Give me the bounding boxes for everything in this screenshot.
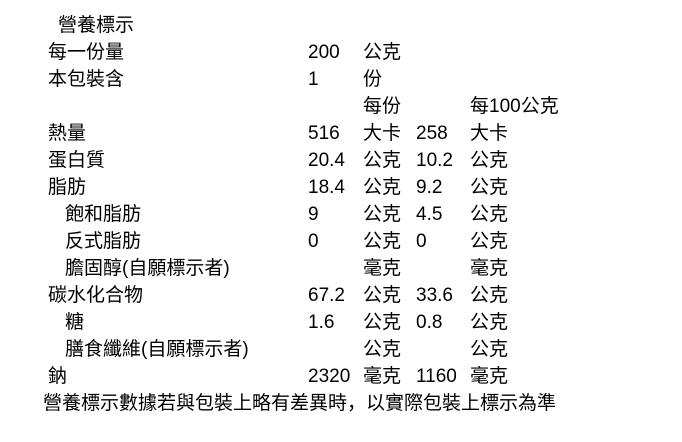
per-serving-unit: 公克 [363,177,402,198]
per-serving-unit: 公克 [363,42,402,63]
per-100g-unit [470,12,678,39]
per-serving-value: 200 [308,42,340,63]
nutrient-label: 本包裝含 [48,69,125,90]
per-100g-value: 10.2 [416,150,453,171]
per-serving-value: 18.4 [308,177,345,198]
per-serving-value: 20.4 [308,150,345,171]
per-100g-value [416,93,470,120]
table-row-trans-fat: 反式脂肪 0 公克 0 公克 [48,228,678,255]
table-row-sodium: 鈉 2320 毫克 1160 毫克 [48,363,678,390]
nutrient-label: 膳食纖維(自願標示者) [65,339,249,360]
per-100g-unit: 公克 [470,339,509,360]
per-serving-value: 9 [308,204,319,225]
per-100g-value: 258 [416,123,448,144]
per-serving-value: 1.6 [308,312,335,333]
disclaimer-note: 營養標示數據若與包裝上略有差異時，以實際包裝上標示為準 [43,393,557,414]
nutrient-label: 蛋白質 [48,150,106,171]
per-serving-value: 0 [308,231,319,252]
per-100g-unit [470,39,678,66]
per-serving-value: 1 [308,69,319,90]
table-row-title: 營養標示 [48,12,678,39]
per-100g-unit: 毫克 [470,258,509,279]
nutrition-table: 營養標示 每一份量 200 公克 本包裝含 1 份 [48,12,678,390]
per-100g-value: 0 [416,231,427,252]
per-100g-unit: 公克 [470,285,509,306]
per-100g-unit: 公克 [470,312,509,333]
per-100g-value: 9.2 [416,177,443,198]
per-serving-unit: 公克 [363,150,402,171]
per-100g-value: 0.8 [416,312,443,333]
table-row-protein: 蛋白質 20.4 公克 10.2 公克 [48,147,678,174]
per-serving-value: 2320 [308,366,351,387]
table-row-serving-size: 每一份量 200 公克 [48,39,678,66]
nutrient-label: 熱量 [48,123,87,144]
nutrient-label: 脂肪 [48,177,87,198]
per-100g-unit: 公克 [470,204,509,225]
per-100g-value [416,255,470,282]
per-100g-unit: 大卡 [470,123,509,144]
table-row-fat: 脂肪 18.4 公克 9.2 公克 [48,174,678,201]
per-100g-value: 1160 [416,366,457,387]
table-row-calories: 熱量 516 大卡 258 大卡 [48,120,678,147]
per-100g-value [416,12,470,39]
per-serving-value [308,255,363,282]
per-serving-unit: 公克 [363,231,402,252]
per-serving-value: 67.2 [308,285,345,306]
nutrient-label: 飽和脂肪 [65,204,142,225]
per-serving-value: 516 [308,123,340,144]
per-serving-unit: 公克 [363,285,402,306]
per-serving-value [308,12,363,39]
table-row-cholesterol: 膽固醇(自願標示者) 毫克 毫克 [48,255,678,282]
table-row-saturated-fat: 飽和脂肪 9 公克 4.5 公克 [48,201,678,228]
per-100g-column-header: 每100公克 [470,96,559,117]
per-100g-value [416,39,470,66]
per-serving-value [308,93,363,120]
per-100g-value [416,336,470,363]
per-serving-column-header: 每份 [363,96,402,117]
per-serving-unit: 公克 [363,204,402,225]
table-row-sugar: 糖 1.6 公克 0.8 公克 [48,309,678,336]
per-100g-unit: 公克 [470,231,509,252]
per-100g-value [416,66,470,93]
table-row-servings-per-package: 本包裝含 1 份 [48,66,678,93]
per-serving-unit: 毫克 [363,366,402,387]
nutrient-label: 反式脂肪 [65,231,142,252]
per-serving-value [308,336,363,363]
per-serving-unit: 大卡 [363,123,402,144]
table-row-column-headers: 每份 每100公克 [48,93,678,120]
per-100g-unit: 公克 [470,150,509,171]
nutrition-table-title: 營養標示 [58,15,135,36]
nutrient-label: 糖 [65,312,85,333]
table-row-dietary-fiber: 膳食纖維(自願標示者) 公克 公克 [48,336,678,363]
per-100g-unit: 毫克 [470,366,509,387]
per-100g-value: 4.5 [416,204,443,225]
nutrient-label: 鈉 [48,366,68,387]
nutrient-label [48,93,308,120]
nutrient-label: 膽固醇(自願標示者) [65,258,230,279]
per-serving-unit [363,12,416,39]
per-serving-unit: 公克 [363,339,402,360]
nutrient-label: 每一份量 [48,42,125,63]
per-100g-unit [470,66,678,93]
per-serving-unit: 公克 [363,312,402,333]
per-100g-unit: 公克 [470,177,509,198]
per-serving-unit: 份 [363,69,383,90]
per-serving-unit: 毫克 [363,258,402,279]
table-row-carbohydrate: 碳水化合物 67.2 公克 33.6 公克 [48,282,678,309]
nutrient-label: 碳水化合物 [48,285,144,306]
per-100g-value: 33.6 [416,285,453,306]
